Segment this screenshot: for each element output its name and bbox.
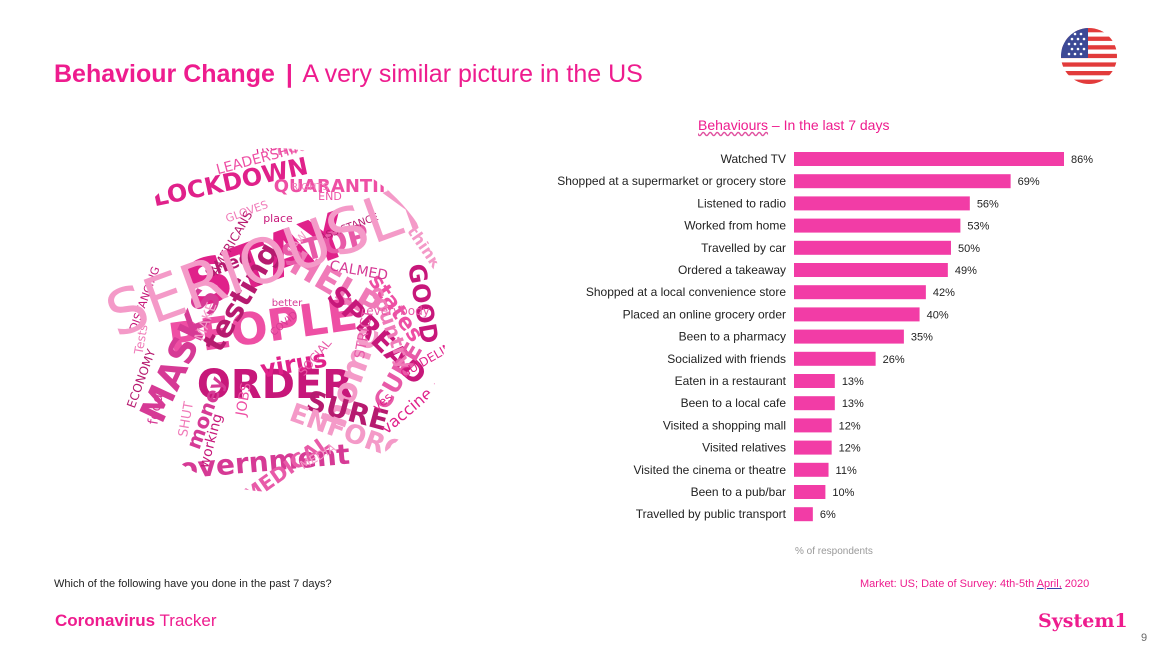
bar [794, 152, 1064, 166]
page-title: Behaviour Change | A very similar pictur… [54, 60, 643, 89]
category-label: Shopped at a local convenience store [586, 285, 786, 299]
data-label: 26% [883, 354, 905, 366]
data-label: 49% [955, 265, 977, 277]
word-cloud-word: END [318, 190, 342, 203]
word-cloud-word: everybody [366, 304, 430, 318]
chart-title: Behaviours – In the last 7 days [698, 117, 889, 133]
survey-question: Which of the following have you done in … [54, 578, 332, 590]
data-label: 40% [927, 309, 949, 321]
category-label: Worked from home [684, 219, 786, 233]
chart-title-underlined: Behaviours [698, 117, 769, 133]
bar [794, 329, 904, 344]
category-label: Been to a local cafe [681, 396, 787, 410]
category-label: Been to a pharmacy [679, 330, 786, 344]
data-label: 42% [933, 287, 955, 299]
bar [794, 285, 926, 300]
bar [794, 263, 948, 277]
bar [794, 507, 813, 522]
data-label: 10% [832, 487, 854, 499]
word-cloud-word: shutdown [395, 443, 439, 492]
bar [794, 240, 951, 255]
category-label: Listened to radio [697, 196, 786, 210]
word-cloud-word: ORDER [197, 362, 353, 408]
category-label: Eaten in a restaurant [675, 374, 787, 388]
category-label: Visited the cinema or theatre [633, 463, 786, 477]
word-cloud-word: QUARANTINE [274, 176, 407, 197]
category-label: Watched TV [721, 152, 786, 166]
bar [794, 440, 832, 455]
behaviours-bar-chart: Watched TV 86% Shopped at a supermarket or… [557, 152, 1093, 522]
category-label: Visited relatives [702, 441, 786, 455]
data-label: 53% [967, 221, 989, 233]
category-label: Ordered a takeaway [678, 263, 786, 277]
category-label: Travelled by public transport [636, 507, 787, 521]
data-label: 6% [820, 509, 836, 521]
data-label: 56% [977, 198, 999, 210]
word-cloud-word: Tests [131, 323, 150, 356]
market-prefix: Market: US; Date of Survey: 4th-5th [860, 578, 1037, 590]
data-label: 12% [839, 420, 861, 432]
bar [794, 307, 920, 322]
word-cloud-word: better [272, 298, 303, 309]
category-label: Socialized with friends [667, 352, 786, 366]
data-label: 35% [911, 332, 933, 344]
word-cloud-word: TRUMP [251, 140, 296, 157]
brand-left-rest: Tracker [155, 611, 217, 630]
data-label: 13% [842, 376, 864, 388]
bar [794, 374, 835, 388]
word-cloud-image: STAYPEOPLEORDERHELPMASKStestinghomeSTOPL… [103, 140, 447, 492]
data-label: 69% [1018, 176, 1040, 188]
market-month: April, [1036, 578, 1062, 590]
word-cloud-word: JOBS [233, 381, 255, 418]
data-label: 86% [1071, 154, 1093, 166]
bar [794, 396, 835, 411]
word-cloud-word: food [145, 393, 166, 426]
category-label: Placed an online grocery order [623, 307, 786, 321]
category-label: Travelled by car [701, 241, 786, 255]
word-cloud-word: RIGHTS [291, 182, 329, 193]
data-label: 50% [958, 243, 980, 255]
chart-title-rest: – In the last 7 days [768, 117, 890, 133]
bar [794, 351, 876, 366]
bar [794, 196, 970, 211]
bar [794, 485, 826, 499]
data-label: 12% [839, 443, 861, 455]
page-number: 9 [1141, 632, 1148, 644]
data-label: 13% [842, 398, 864, 410]
title-separator: | [285, 60, 293, 88]
bar [794, 418, 832, 433]
market-year: 2020 [1061, 578, 1090, 590]
brand-left-bold: Coronavirus [55, 611, 156, 630]
bar [794, 462, 829, 477]
system1-logo: System1 [1038, 610, 1128, 632]
category-label: Visited a shopping mall [663, 418, 786, 432]
data-label: 11% [836, 465, 857, 477]
axis-label: % of respondents [795, 546, 873, 557]
bar [794, 218, 961, 233]
us-flag-icon [1061, 28, 1117, 84]
category-label: Been to a pub/bar [691, 485, 786, 499]
word-cloud-word: SHUT [176, 401, 197, 439]
title-rest: A very similar picture in the US [302, 60, 643, 88]
title-bold: Behaviour Change [54, 60, 275, 88]
category-label: Shopped at a supermarket or grocery stor… [557, 174, 786, 188]
coronavirus-tracker-logo: Coronavirus Tracker [55, 611, 217, 631]
market-info: Market: US; Date of Survey: 4th-5th Apri… [860, 578, 1089, 590]
bar [794, 174, 1011, 189]
word-cloud-word: place [263, 212, 293, 225]
